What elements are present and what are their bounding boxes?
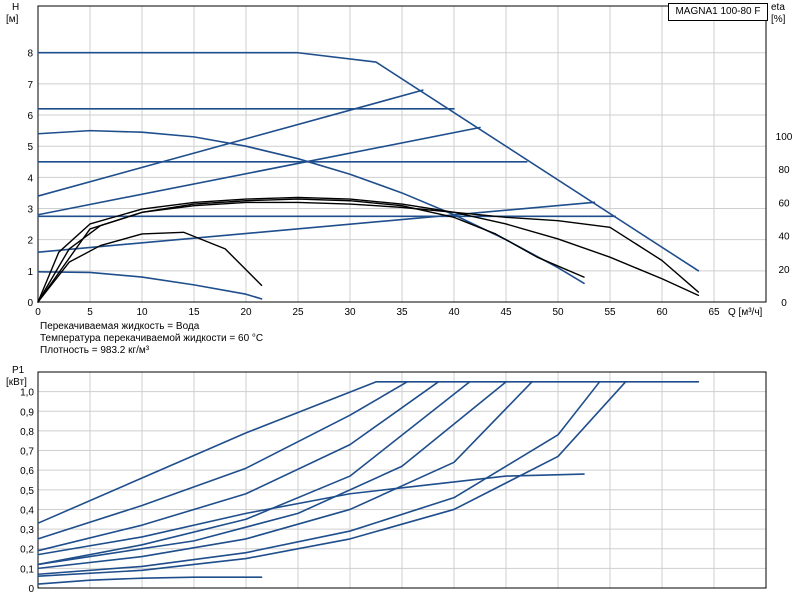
top-x-tick-label: 55 bbox=[604, 307, 616, 318]
top-y-tick-label: 8 bbox=[27, 49, 33, 60]
top-y2-tick-label: 20 bbox=[778, 265, 790, 276]
bottom-y-tick-label: 0,9 bbox=[20, 407, 34, 418]
head-curve-0 bbox=[37, 51, 700, 272]
top-y-tick-label: 7 bbox=[27, 80, 33, 91]
efficiency-curve-9 bbox=[37, 196, 700, 303]
top-y2-tick-label: 0 bbox=[781, 298, 787, 309]
top-x-tick-label: 20 bbox=[240, 307, 252, 318]
power-curve-0 bbox=[37, 381, 700, 525]
top-y-tick-label: 4 bbox=[27, 173, 33, 184]
top-y-tick-label: 1 bbox=[27, 267, 33, 278]
top-y-tick-label: 5 bbox=[27, 142, 33, 153]
bottom-y-tick-label: 0,3 bbox=[20, 525, 34, 536]
top-x-tick-label: 10 bbox=[136, 307, 148, 318]
top-plot-border bbox=[37, 5, 767, 303]
head-curve-5 bbox=[37, 126, 481, 216]
density-note: Плотность = 983.2 кг/м³ bbox=[40, 345, 150, 356]
top-x-tick-label: 60 bbox=[656, 307, 668, 318]
bottom-y-tick-label: 0,5 bbox=[20, 486, 34, 497]
top-x-tick-label: 15 bbox=[188, 307, 200, 318]
top-x-tick-label: 45 bbox=[500, 307, 512, 318]
top-y-tick-label: 2 bbox=[27, 236, 33, 247]
top-y2-unit-top: eta bbox=[771, 2, 785, 13]
top-y2-unit-bottom: [%] bbox=[771, 14, 786, 25]
top-y-unit-bottom: [м] bbox=[6, 14, 19, 25]
top-y-tick-label: 6 bbox=[27, 111, 33, 122]
power-curve-1 bbox=[37, 381, 409, 540]
top-x-tick-label: 0 bbox=[35, 307, 41, 318]
efficiency-curve-11 bbox=[37, 231, 263, 303]
bottom-y-unit-bottom: [кВт] bbox=[6, 377, 27, 388]
top-y2-tick-label: 100 bbox=[776, 132, 793, 143]
top-y2-tick-label: 60 bbox=[778, 198, 790, 209]
power-curve-3 bbox=[37, 381, 471, 566]
bottom-y-tick-label: 0,4 bbox=[20, 505, 34, 516]
top-x-axis-label: Q [м³/ч] bbox=[728, 307, 763, 318]
bottom-y-tick-label: 0,2 bbox=[20, 545, 34, 556]
head-curve-8 bbox=[37, 270, 263, 300]
power-curve-4 bbox=[37, 381, 507, 566]
head-curve-6 bbox=[37, 201, 596, 253]
bottom-y-tick-label: 0 bbox=[28, 584, 34, 595]
bottom-y-tick-label: 0,8 bbox=[20, 427, 34, 438]
power-curve-7 bbox=[37, 381, 627, 578]
top-y-tick-label: 3 bbox=[27, 205, 33, 216]
power-curve-8 bbox=[37, 473, 585, 556]
top-x-tick-label: 35 bbox=[396, 307, 408, 318]
chart-title: MAGNA1 100-80 F bbox=[668, 3, 768, 21]
top-y-unit-top: H bbox=[12, 2, 19, 13]
power-curve-6 bbox=[37, 381, 601, 576]
top-y-tick-label: 0 bbox=[27, 298, 33, 309]
fluid-note: Перекачиваемая жидкость = Вода bbox=[40, 321, 200, 332]
bottom-y-tick-label: 0,7 bbox=[20, 447, 34, 458]
bottom-y-tick-label: 0,6 bbox=[20, 466, 34, 477]
top-y2-tick-label: 40 bbox=[778, 232, 790, 243]
power-curve-5 bbox=[37, 381, 533, 570]
power-curve-9 bbox=[37, 576, 263, 585]
bottom-plot-border bbox=[37, 371, 767, 589]
efficiency-curve-12 bbox=[37, 201, 700, 303]
bottom-y-tick-label: 0,1 bbox=[20, 564, 34, 575]
top-x-tick-label: 50 bbox=[552, 307, 564, 318]
temperature-note: Температура перекачиваемой жидкости = 60… bbox=[40, 333, 264, 344]
bottom-y-tick-label: 1,0 bbox=[20, 388, 34, 399]
top-x-tick-label: 30 bbox=[344, 307, 356, 318]
top-x-tick-label: 65 bbox=[708, 307, 720, 318]
power-curve-2 bbox=[37, 381, 440, 552]
top-x-tick-label: 40 bbox=[448, 307, 460, 318]
top-x-tick-label: 25 bbox=[292, 307, 304, 318]
top-y2-tick-label: 80 bbox=[778, 165, 790, 176]
bottom-y-unit-top: P1 bbox=[12, 365, 25, 376]
top-x-tick-label: 5 bbox=[87, 307, 93, 318]
